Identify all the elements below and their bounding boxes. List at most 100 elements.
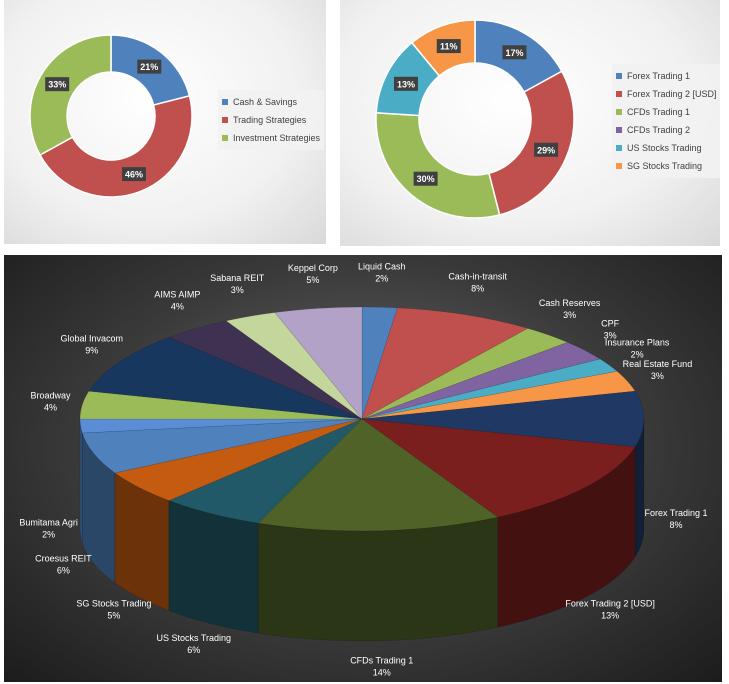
legend-label: CFDs Trading 1 [627,107,691,117]
legend-swatch [222,135,228,141]
doughnut-slice-3 [375,111,501,219]
pie-slice-13 [79,418,363,434]
legend-item: CFDs Trading 1 [616,103,717,121]
svg-text:2%: 2% [631,350,644,360]
svg-text:29%: 29% [537,145,555,155]
legend-item: Forex Trading 1 [616,67,717,85]
svg-text:5%: 5% [107,611,120,621]
pie-slice-3 [361,328,569,420]
legend-item: Forex Trading 2 [USD] [616,85,717,103]
svg-text:13%: 13% [397,79,415,89]
svg-text:6%: 6% [187,645,200,655]
svg-text:Keppel Corp: Keppel Corp [288,263,338,273]
svg-text:3%: 3% [651,371,664,381]
legend-swatch [616,163,622,169]
pie-slice-14 [79,390,363,420]
svg-text:6%: 6% [57,566,70,576]
legend-label: Forex Trading 1 [627,71,691,81]
data-label-5: 13% [393,76,418,91]
legend-item: Cash & Savings [222,93,320,111]
svg-text:17%: 17% [505,48,523,58]
svg-text:21%: 21% [140,62,158,72]
pie-slice-4 [361,342,601,420]
svg-text:Forex Trading 2 [USD]: Forex Trading 2 [USD] [565,599,655,609]
doughnut-chart-2: 17% 29% 30% 13% 11% [375,19,575,219]
pie-label-4: CPF 3% [601,318,620,340]
pie-slice-7 [361,390,645,448]
doughnut-slice-3 [29,34,112,157]
svg-text:2%: 2% [375,273,388,283]
data-label-2: 46% [122,167,147,182]
legend-label: Cash & Savings [233,97,298,107]
data-label-3: 33% [45,77,70,92]
svg-text:Forex Trading 1: Forex Trading 1 [644,508,707,518]
legend-swatch [616,145,622,151]
svg-text:3%: 3% [231,285,244,295]
pie-label-14: Broadway 4% [30,390,71,412]
pie-slice-12 [81,418,363,474]
doughnut-slice-2 [38,94,193,198]
pie-label-10: US Stocks Trading 6% [156,633,231,655]
legend-swatch [616,127,622,133]
svg-text:US Stocks Trading: US Stocks Trading [156,633,231,643]
svg-text:4%: 4% [44,402,57,412]
pie-slice-15 [88,337,363,420]
pie-label-6: Real Estate Fund 3% [623,359,693,381]
chart-panel-2: 17% 29% 30% 13% 11% Forex Trading 1 Forex Tra… [340,0,720,246]
svg-text:13%: 13% [601,611,619,621]
chart-panel-1: 21% 46% 33% Cash & Savings Trading Strategi… [4,0,326,244]
pie-label-18: Keppel Corp 5% [288,263,338,285]
pie-label-11: SG Stocks Trading 5% [76,599,151,621]
legend-item: Trading Strategies [222,111,320,129]
pie-label-17: Sabana REIT 3% [210,273,265,295]
legend-label: Forex Trading 2 [USD] [627,89,717,99]
legend-1: Cash & Savings Trading Strategies Investme… [218,90,325,150]
pie-label-8: Forex Trading 2 [USD] 13% [565,599,655,621]
svg-text:5%: 5% [306,275,319,285]
doughnut-chart-1: 21% 46% 33% [29,34,193,198]
legend-label: CFDs Trading 2 [627,125,691,135]
pie-label-5: Insurance Plans 2% [605,338,670,360]
pie-slice-11 [114,418,363,501]
legend-label: US Stocks Trading [627,143,702,153]
pie-slice-17 [225,312,363,420]
svg-text:46%: 46% [125,170,143,180]
pie-side-13 [79,418,83,544]
svg-text:8%: 8% [669,520,682,530]
data-label-1: 17% [502,45,527,60]
pie-slice-10 [168,418,363,524]
legend-item: US Stocks Trading [616,139,717,157]
legend-swatch [222,117,228,123]
legend-swatch [616,109,622,115]
pie-label-9: CFDs Trading 1 14% [350,656,413,678]
pie-side-9 [257,516,499,642]
svg-text:AIMS AIMP: AIMS AIMP [154,289,200,299]
svg-text:9%: 9% [85,346,98,356]
pie-slice-9 [257,418,499,532]
svg-text:CFDs Trading 1: CFDs Trading 1 [350,656,413,666]
legend-2: Forex Trading 1 Forex Trading 2 [USD] CFDs… [612,64,720,178]
legend-label: Trading Strategies [233,115,307,125]
pie-label-7: Forex Trading 1 8% [644,508,707,530]
pie-slice-5 [361,358,618,420]
pie-slice-16 [168,320,363,420]
svg-text:33%: 33% [48,80,66,90]
svg-text:14%: 14% [373,668,391,678]
legend-item: SG Stocks Trading [616,157,717,175]
pie-slice-6 [361,371,636,420]
svg-text:2%: 2% [42,529,55,539]
pie-slice-1 [361,306,398,420]
svg-text:SG Stocks Trading: SG Stocks Trading [76,599,151,609]
legend-label: Investment Strategies [233,133,321,143]
svg-text:Liquid Cash: Liquid Cash [358,261,406,271]
pie-label-1: Liquid Cash 2% [358,261,406,283]
pie-label-3: Cash Reserves 3% [539,298,601,320]
legend-item: Investment Strategies [222,129,320,147]
data-label-3: 30% [413,171,438,186]
svg-text:Global Invacom: Global Invacom [60,334,123,344]
legend-swatch [222,99,228,105]
svg-text:3%: 3% [604,330,617,340]
pie-slice-18 [274,306,363,420]
svg-text:Real Estate Fund: Real Estate Fund [623,359,693,369]
svg-text:11%: 11% [440,42,458,52]
